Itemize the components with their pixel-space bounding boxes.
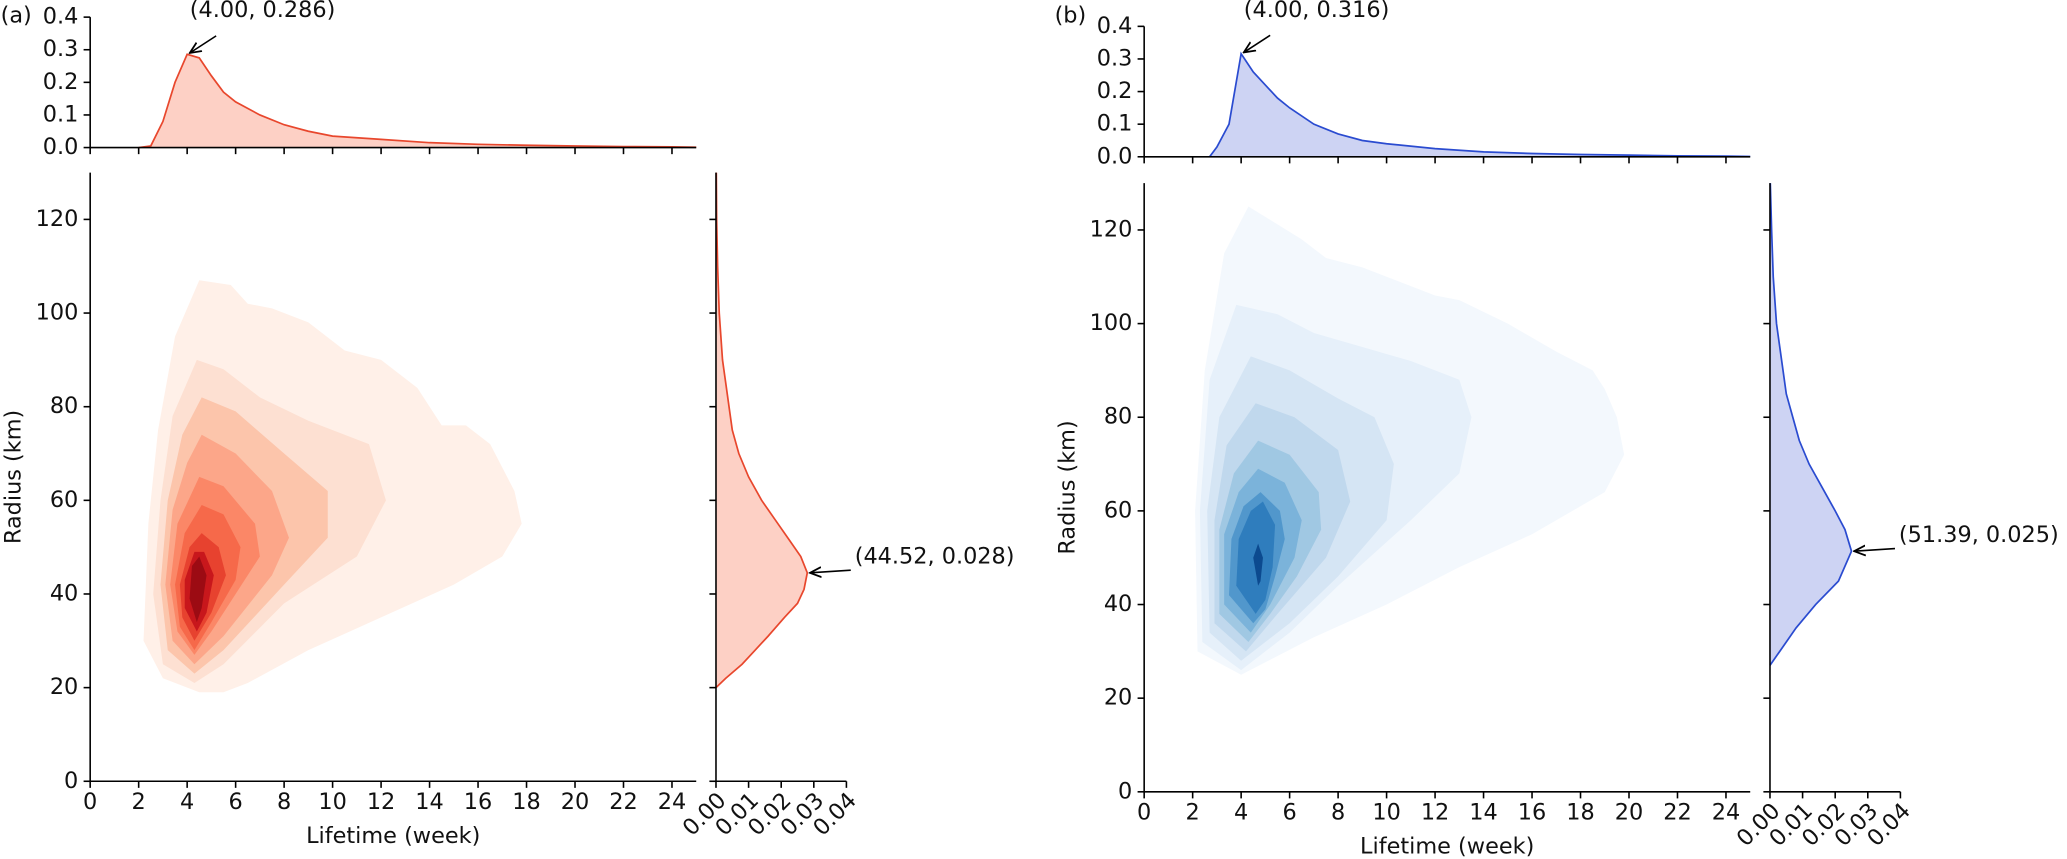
x-tick-label: 16 — [1518, 799, 1546, 825]
annotation: (4.00, 0.316) — [1244, 0, 1390, 23]
top-y-tick-label: 0.3 — [43, 36, 79, 62]
y-tick-label: 80 — [1104, 404, 1132, 430]
x-tick-label: 12 — [367, 789, 395, 815]
y-axis-label: Radius (km) — [1054, 420, 1080, 554]
top-y-tick-label: 0.1 — [43, 101, 79, 127]
top-y-tick-label: 0.0 — [43, 134, 79, 160]
contour-level — [189, 556, 207, 623]
x-tick-label: 10 — [318, 789, 346, 815]
x-tick-label: 14 — [1469, 799, 1497, 825]
x-tick-label: 2 — [1186, 799, 1200, 825]
x-tick-label: 20 — [561, 789, 589, 815]
right-density-line — [715, 172, 809, 689]
x-tick-label: 18 — [1566, 799, 1594, 825]
top-y-tick-label: 0.2 — [1097, 78, 1133, 104]
top-y-tick-label: 0.4 — [43, 4, 79, 30]
x-tick-label: 22 — [1663, 799, 1691, 825]
x-tick-label: 6 — [229, 789, 243, 815]
x-tick-label: 14 — [415, 789, 443, 815]
right-density-area — [1769, 183, 1852, 666]
x-tick-label: 4 — [180, 789, 194, 815]
top-density-area — [138, 54, 697, 148]
y-tick-label: 40 — [1104, 591, 1132, 617]
top-y-tick-label: 0.2 — [43, 69, 79, 95]
panel-label: (b) — [1055, 2, 1087, 28]
y-tick-label: 120 — [36, 206, 79, 232]
x-axis-label: Lifetime (week) — [1360, 834, 1534, 859]
x-tick-label: 24 — [1712, 799, 1740, 825]
top-density-line — [138, 53, 697, 149]
top-y-tick-label: 0.1 — [1097, 111, 1133, 137]
top-y-tick-label: 0.4 — [1097, 13, 1133, 39]
annotation: (4.00, 0.286) — [190, 0, 336, 23]
x-tick-label: 12 — [1421, 799, 1449, 825]
annotation: (44.52, 0.028) — [855, 544, 1015, 570]
x-tick-label: 18 — [512, 789, 540, 815]
panel-label: (a) — [1, 2, 32, 28]
x-tick-label: 10 — [1372, 799, 1400, 825]
x-tick-label: 0 — [83, 789, 97, 815]
y-tick-label: 60 — [50, 487, 78, 513]
x-tick-label: 4 — [1234, 799, 1248, 825]
y-axis-label: Radius (km) — [0, 410, 26, 544]
x-tick-label: 8 — [1331, 799, 1345, 825]
y-tick-label: 100 — [36, 300, 79, 326]
y-tick-label: 100 — [1090, 310, 1133, 336]
x-tick-label: 8 — [277, 789, 291, 815]
y-tick-label: 80 — [50, 393, 78, 419]
y-tick-label: 60 — [1104, 497, 1132, 523]
y-tick-label: 0 — [64, 768, 78, 794]
contour-level — [1253, 543, 1263, 586]
right-density-area — [715, 172, 808, 688]
y-tick-label: 40 — [50, 580, 78, 606]
annotation-arrow — [1854, 549, 1896, 552]
x-tick-label: 0 — [1137, 799, 1151, 825]
y-tick-label: 120 — [1090, 216, 1133, 242]
annotation-arrow — [190, 35, 217, 53]
x-tick-label: 22 — [609, 789, 637, 815]
x-tick-label: 24 — [658, 789, 686, 815]
y-tick-label: 20 — [50, 674, 78, 700]
x-tick-label: 2 — [132, 789, 146, 815]
x-tick-label: 16 — [464, 789, 492, 815]
annotation-arrow — [810, 570, 851, 573]
annotation-arrow — [1244, 34, 1271, 52]
annotation: (51.39, 0.025) — [1899, 522, 2059, 548]
top-y-tick-label: 0.0 — [1097, 143, 1133, 169]
right-density-line — [1769, 183, 1853, 666]
x-axis-label: Lifetime (week) — [306, 823, 480, 849]
top-density-area — [1209, 53, 1751, 157]
y-tick-label: 0 — [1118, 778, 1132, 804]
x-tick-label: 6 — [1282, 799, 1296, 825]
top-y-tick-label: 0.3 — [1097, 45, 1133, 71]
x-tick-label: 20 — [1615, 799, 1643, 825]
y-tick-label: 20 — [1104, 685, 1132, 711]
top-density-line — [1208, 51, 1751, 158]
